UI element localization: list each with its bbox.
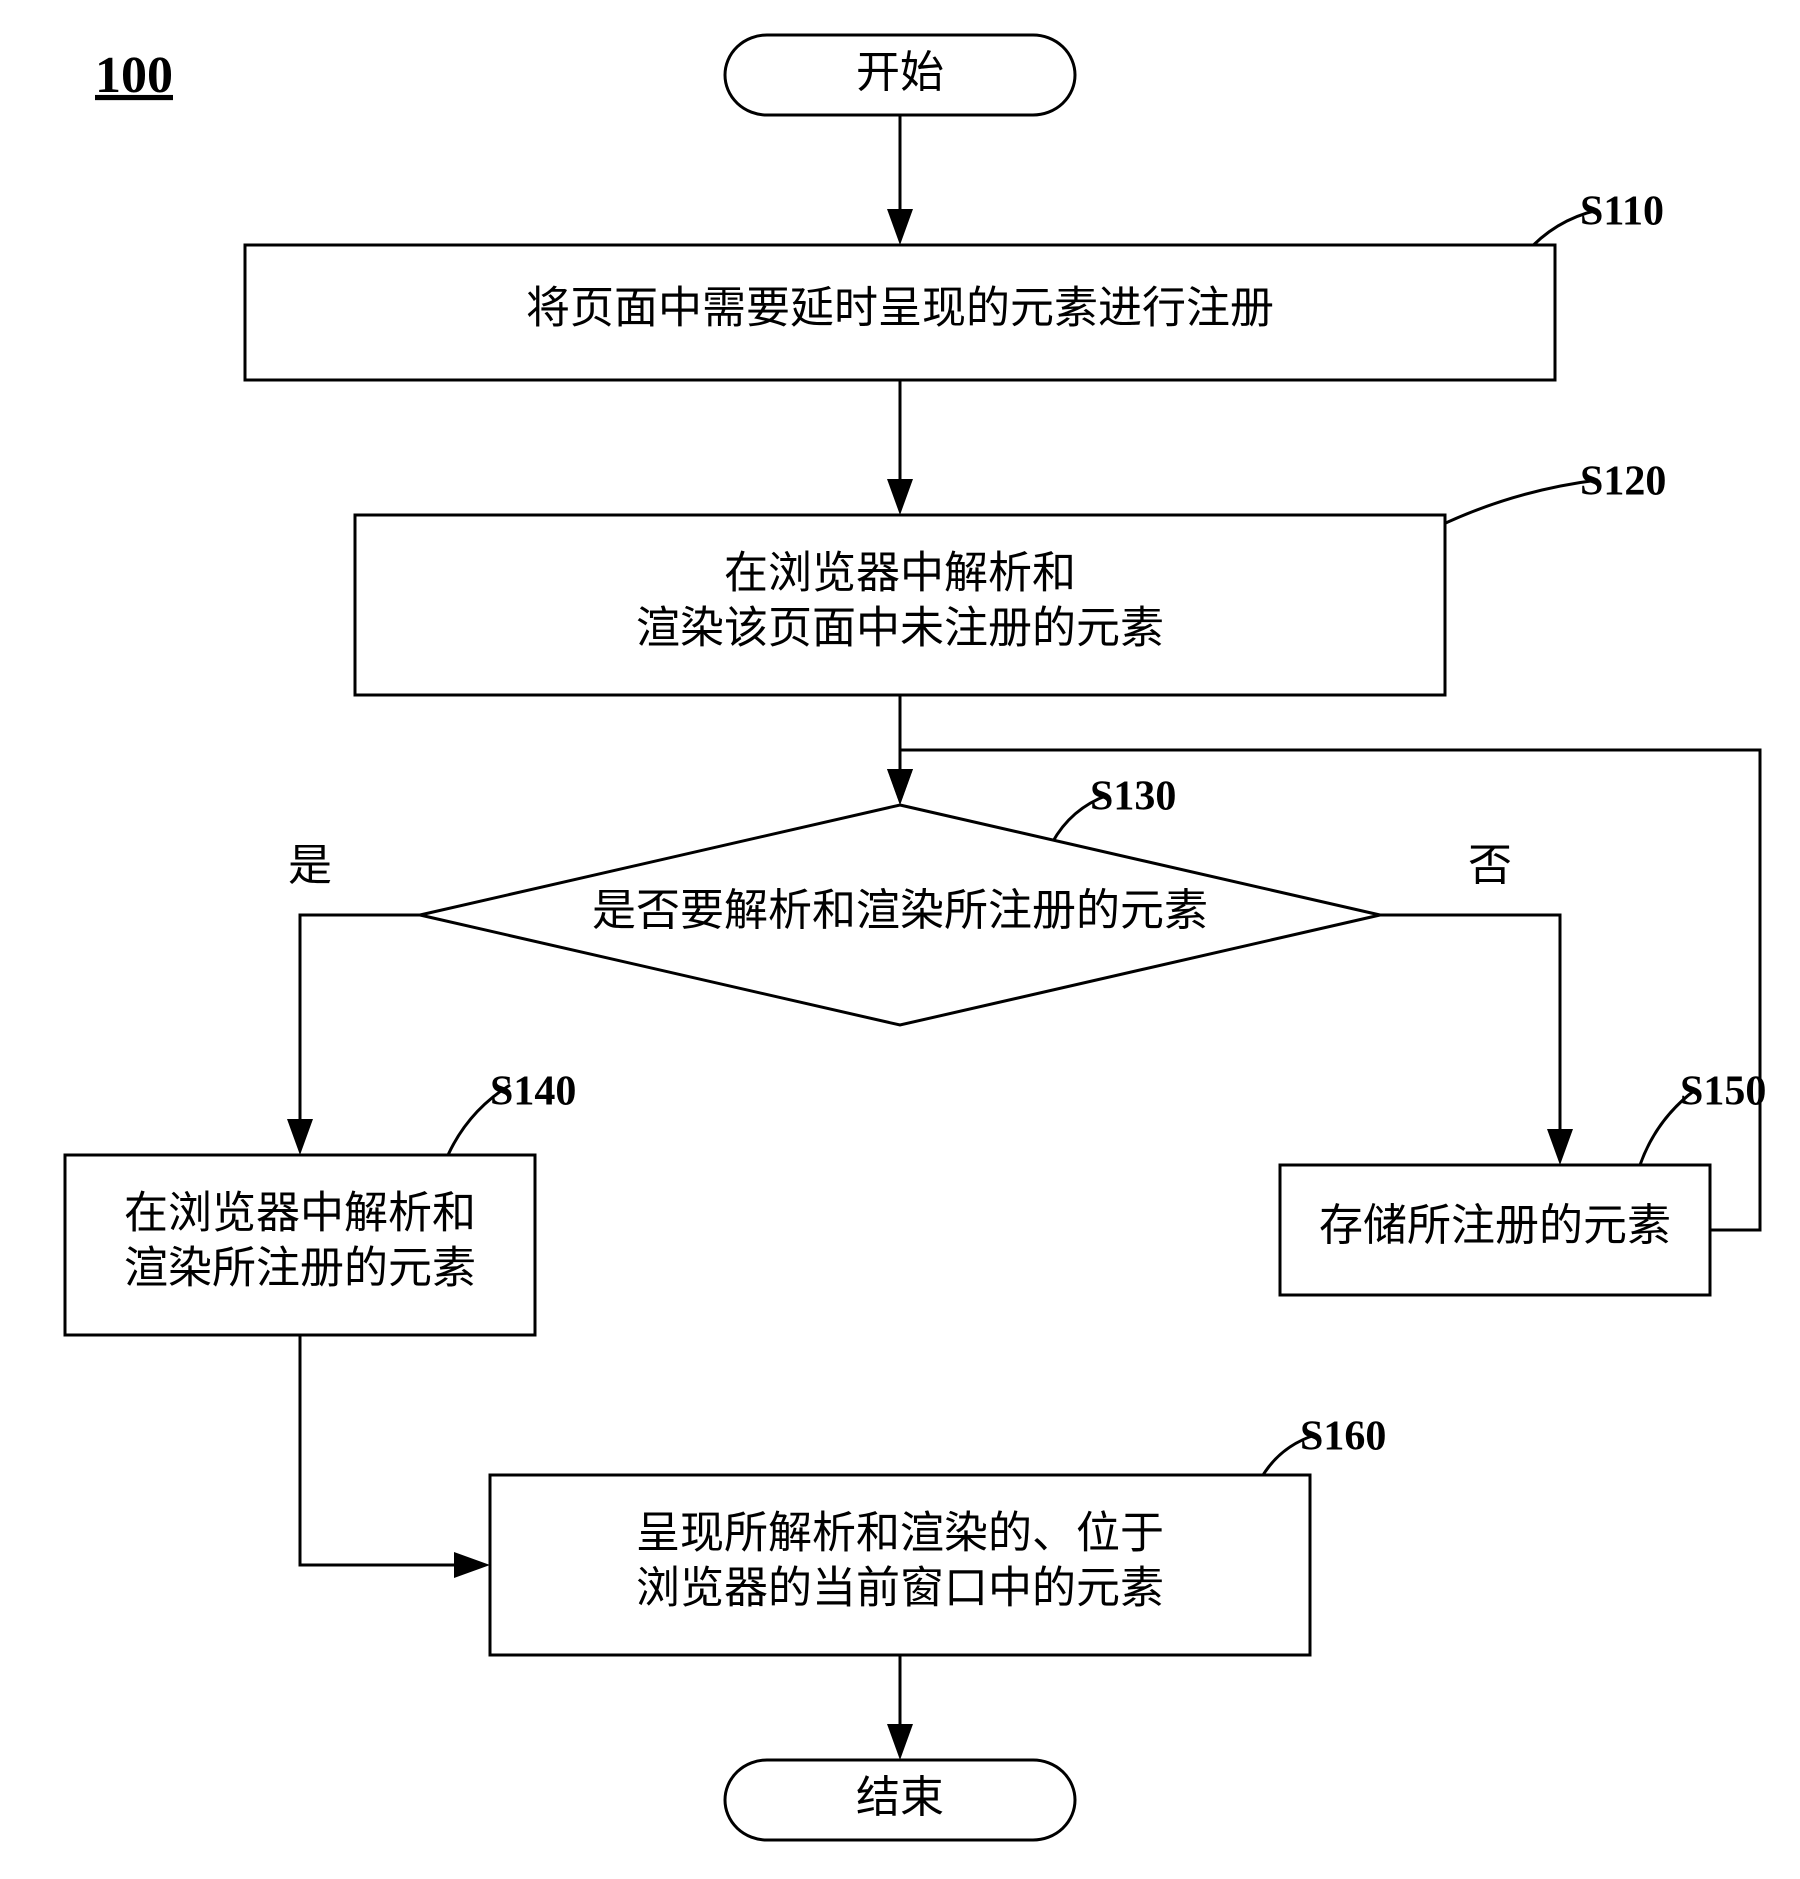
step-label-s120: S120 bbox=[1580, 459, 1666, 505]
svg-text:在浏览器中解析和: 在浏览器中解析和 bbox=[124, 1189, 476, 1238]
step-label-s130: S130 bbox=[1090, 774, 1176, 820]
svg-text:在浏览器中解析和: 在浏览器中解析和 bbox=[724, 549, 1076, 598]
figure-label: 100 bbox=[95, 47, 173, 104]
svg-text:将页面中需要延时呈现的元素进行注册: 将页面中需要延时呈现的元素进行注册 bbox=[526, 284, 1274, 333]
svg-text:渲染该页面中未注册的元素: 渲染该页面中未注册的元素 bbox=[636, 604, 1164, 653]
step-label-s110: S110 bbox=[1580, 189, 1664, 235]
branch-label-yes: 是 bbox=[288, 841, 332, 890]
step-label-s140: S140 bbox=[490, 1069, 576, 1115]
svg-text:渲染所注册的元素: 渲染所注册的元素 bbox=[124, 1244, 476, 1293]
svg-text:浏览器的当前窗口中的元素: 浏览器的当前窗口中的元素 bbox=[636, 1564, 1164, 1613]
svg-text:开始: 开始 bbox=[856, 48, 944, 97]
svg-text:呈现所解析和渲染的、位于: 呈现所解析和渲染的、位于 bbox=[636, 1509, 1164, 1558]
branch-label-no: 否 bbox=[1468, 841, 1512, 890]
step-label-s150: S150 bbox=[1680, 1069, 1766, 1115]
svg-text:是否要解析和渲染所注册的元素: 是否要解析和渲染所注册的元素 bbox=[592, 886, 1208, 935]
flowchart-svg: 100开始结束将页面中需要延时呈现的元素进行注册S110在浏览器中解析和渲染该页… bbox=[0, 0, 1800, 1879]
svg-text:结束: 结束 bbox=[856, 1773, 944, 1822]
step-label-s160: S160 bbox=[1300, 1414, 1386, 1460]
svg-text:存储所注册的元素: 存储所注册的元素 bbox=[1319, 1201, 1671, 1250]
